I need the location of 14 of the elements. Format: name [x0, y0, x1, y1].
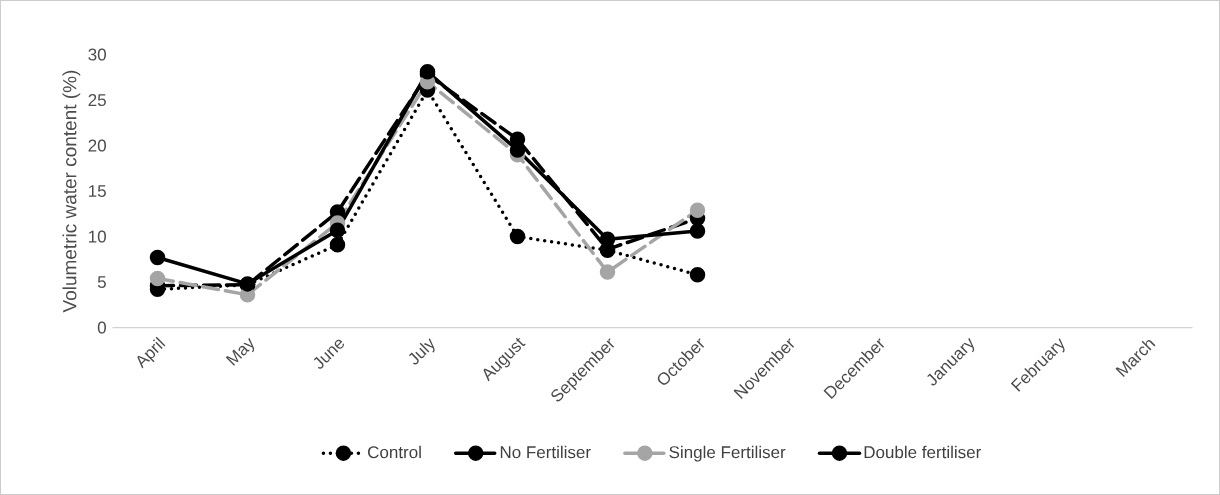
- y-tick-label: 5: [97, 276, 106, 288]
- y-tick-label: 0: [97, 321, 106, 334]
- legend-label: Single Fertiliser: [669, 445, 786, 462]
- y-tick-label: 15: [89, 185, 106, 197]
- y-axis-title: Volumetric water content (%): [62, 70, 81, 313]
- x-tick-label: May: [225, 337, 255, 366]
- y-tick-label: 20: [88, 139, 106, 152]
- legend-label: Control: [368, 445, 421, 459]
- x-tick-label: July: [408, 338, 435, 365]
- legend-label: Double fertiliser: [864, 445, 982, 459]
- y-tick-label: 10: [89, 230, 106, 243]
- legend-label: No Fertiliser: [500, 445, 591, 459]
- y-tick-label: 25: [88, 94, 106, 107]
- y-tick-label: 30: [88, 48, 106, 61]
